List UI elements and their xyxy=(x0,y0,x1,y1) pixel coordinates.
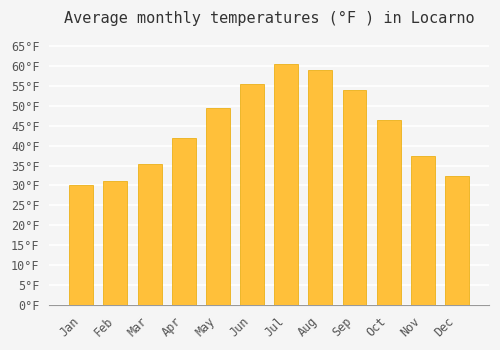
Bar xyxy=(274,64,298,305)
Bar xyxy=(70,186,93,305)
Title: Average monthly temperatures (°F ) in Locarno: Average monthly temperatures (°F ) in Lo… xyxy=(64,11,474,26)
Bar xyxy=(308,70,332,305)
Bar xyxy=(445,175,469,305)
Bar xyxy=(342,90,366,305)
Bar xyxy=(240,84,264,305)
Bar xyxy=(138,163,162,305)
Bar xyxy=(411,156,435,305)
Bar xyxy=(172,138,196,305)
Bar xyxy=(104,182,128,305)
Bar xyxy=(206,108,230,305)
Bar xyxy=(376,120,400,305)
